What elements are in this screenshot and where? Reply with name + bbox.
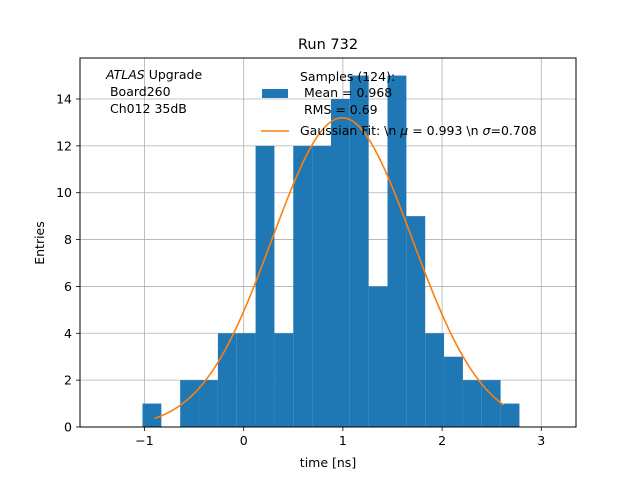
legend-fit-sigma: σ xyxy=(483,123,492,138)
histogram-bars xyxy=(142,75,520,428)
x-tick-label: −1 xyxy=(135,433,153,448)
annotation-line1: Upgrade xyxy=(145,67,203,82)
legend: Samples (124): Mean = 0.968 RMS = 0.69 G… xyxy=(261,69,537,138)
x-tick-label: 1 xyxy=(339,433,347,448)
histogram-bar xyxy=(199,380,218,427)
svg-text:ATLAS Upgrade: ATLAS Upgrade xyxy=(105,67,202,82)
histogram-bar xyxy=(330,99,350,427)
y-axis-ticks: 0 2 4 6 8 10 12 14 xyxy=(56,92,80,435)
annotation-channel: Ch012 35dB xyxy=(106,101,187,116)
histogram-bar xyxy=(368,286,388,427)
x-tick-label: 3 xyxy=(537,433,545,448)
legend-hist-mean: Mean = 0.968 xyxy=(300,85,392,100)
histogram-bar xyxy=(180,380,200,427)
x-tick-label: 2 xyxy=(438,433,446,448)
histogram-bar xyxy=(255,145,275,427)
legend-hist-swatch xyxy=(262,89,288,98)
y-axis-label: Entries xyxy=(32,221,47,265)
histogram-bar xyxy=(500,403,520,427)
y-tick-label: 6 xyxy=(64,279,72,294)
histogram-bar xyxy=(236,333,256,427)
y-tick-label: 10 xyxy=(56,185,72,200)
histogram-bar xyxy=(312,145,331,427)
histogram-bar xyxy=(462,380,482,427)
histogram-bar xyxy=(349,75,369,428)
chart-title: Run 732 xyxy=(298,37,358,53)
histogram-bar xyxy=(217,333,237,427)
histogram-bar xyxy=(274,333,294,427)
x-axis-ticks: −1 0 1 2 3 xyxy=(135,427,545,448)
legend-fit-part-2: = 0.993 \n xyxy=(408,123,482,138)
y-tick-label: 14 xyxy=(56,92,72,107)
x-axis-label: time [ns] xyxy=(300,455,356,470)
legend-hist-rms: RMS = 0.69 xyxy=(300,102,378,117)
y-tick-label: 2 xyxy=(64,373,72,388)
y-tick-label: 12 xyxy=(56,138,72,153)
histogram-bar xyxy=(406,216,426,427)
legend-fit-label: Gaussian Fit: \n μ = 0.993 \n σ=0.708 xyxy=(300,123,537,138)
histogram-bar xyxy=(142,403,162,427)
plot-area-frame xyxy=(79,57,577,428)
annotation-italic: ATLAS xyxy=(105,67,145,82)
gaussian-fit-line xyxy=(154,116,505,420)
legend-fit-part-3: =0.708 xyxy=(490,123,536,138)
histogram-bar xyxy=(444,356,463,427)
y-tick-label: 8 xyxy=(64,232,72,247)
y-tick-label: 0 xyxy=(64,420,72,435)
legend-fit-mu: μ xyxy=(399,123,408,138)
histogram-bar xyxy=(481,380,501,427)
atlas-annotation: ATLAS Upgrade Board260 Ch012 35dB xyxy=(105,67,202,116)
histogram-bar xyxy=(293,145,313,427)
legend-fit-part-1: Gaussian Fit: \n xyxy=(300,123,400,138)
x-tick-label: 0 xyxy=(240,433,248,448)
y-tick-label: 4 xyxy=(64,326,72,341)
annotation-board: Board260 xyxy=(106,84,171,99)
histogram-bar xyxy=(387,75,407,428)
legend-hist-title: Samples (124): xyxy=(300,69,395,84)
histogram-bar xyxy=(425,333,445,427)
